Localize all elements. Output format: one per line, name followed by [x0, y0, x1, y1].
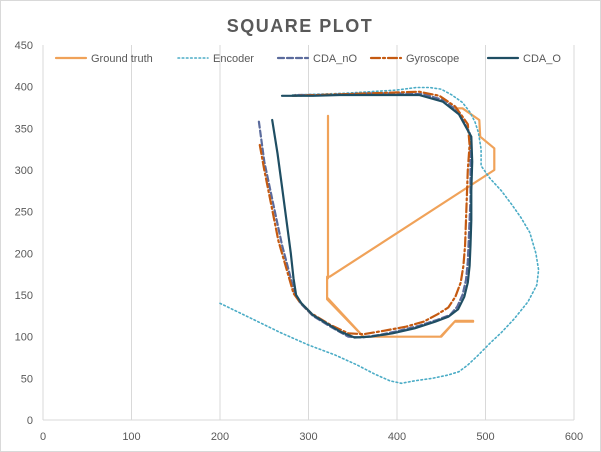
y-tick-label: 400 — [15, 82, 33, 94]
y-tick-label: 300 — [15, 165, 33, 177]
y-tick-label: 0 — [27, 415, 33, 427]
x-tick-label: 100 — [122, 431, 140, 443]
x-tick-label: 400 — [388, 431, 406, 443]
chart-title: SQUARE PLOT — [227, 16, 374, 36]
x-tick-label: 500 — [476, 431, 494, 443]
series-layer — [219, 86, 540, 385]
y-tick-label: 250 — [15, 207, 33, 219]
legend-label-gyroscope: Gyroscope — [406, 53, 459, 65]
x-tick-label: 0 — [40, 431, 46, 443]
y-tick-label: 200 — [15, 248, 33, 260]
y-tick-label: 100 — [15, 332, 33, 344]
y-tick-label: 450 — [15, 40, 33, 52]
series-line-ground-truth — [326, 105, 496, 338]
legend-label-ground-truth: Ground truth — [91, 53, 153, 65]
grid-layer — [131, 45, 575, 420]
y-tick-label: 50 — [21, 373, 33, 385]
legend-label-cda-o: CDA_O — [523, 53, 561, 65]
series-line-gyroscope — [258, 90, 471, 336]
y-tick-label: 350 — [15, 123, 33, 135]
y-tick-label: 150 — [15, 290, 33, 302]
legend-label-encoder: Encoder — [213, 53, 254, 65]
x-tick-label: 300 — [299, 431, 317, 443]
series-line-encoder — [219, 86, 540, 385]
series-line-cda-o — [271, 93, 474, 339]
series-line-cda-no — [257, 92, 472, 339]
legend: Ground truth Encoder CDA_nO Gyroscope CDA_O — [54, 53, 561, 65]
axis-layer: 0 100 200 300 400 500 600 0 50 100 150 200 250 300 350… — [15, 40, 584, 443]
x-tick-label: 600 — [565, 431, 583, 443]
x-tick-label: 200 — [211, 431, 229, 443]
legend-label-cda-no: CDA_nO — [313, 53, 357, 65]
